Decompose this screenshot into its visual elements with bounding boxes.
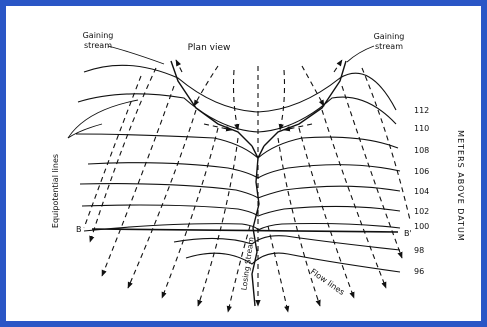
equipotential-112 [83,64,397,113]
contour-labels: 112 110 108 106 104 102 100 98 96 [414,106,429,276]
contour-label-106: 106 [414,167,429,176]
equipotential-96 [185,252,401,273]
axis-label: METERS ABOVE DATUM [456,130,465,242]
flow-line [83,75,142,229]
contour-label-96: 96 [414,267,424,276]
section-label-right: B' [404,229,412,238]
equipotential-102 [81,204,401,217]
equipotential-lines [75,64,401,273]
flow-line [197,137,239,307]
flow-line [127,109,197,289]
flow-line [298,127,355,299]
flow-line [267,225,290,313]
flow-line [321,109,387,289]
flow-line [101,85,175,277]
flow-line [161,127,219,299]
losing-stream [251,157,260,307]
contour-label-100: 100 [414,222,429,231]
flow-lines-label: Flow lines [309,267,346,297]
diagram-frame: Plan view Gaining stream Gaining stream [6,6,481,321]
gaining-stream-right-label-line2: stream [375,42,403,51]
contour-label-112: 112 [414,106,429,115]
flow-line [175,59,183,73]
flow-line [333,59,343,73]
flow-line [232,69,240,131]
section-line [91,228,399,233]
gaining-stream-left-label-line1: Gaining [83,31,114,40]
equipotential-leader [67,123,103,139]
flow-line [278,69,286,131]
contour-label-110: 110 [414,124,429,133]
flow-line [341,85,403,259]
flow-line [89,67,157,243]
flow-line [193,65,219,107]
gaining-stream-left-leader [107,45,165,65]
contour-label-108: 108 [414,146,429,155]
groundwater-flow-diagram: Plan view Gaining stream Gaining stream [51,31,465,313]
section-label-left: B [76,225,82,234]
equipotential-104 [79,183,401,199]
equipotential-108 [75,133,399,159]
flow-line [361,67,411,221]
equipotential-106 [87,162,401,179]
title-text: Plan view [188,43,231,53]
gaining-stream-right-label-line1: Gaining [374,32,405,41]
gaining-stream-right [263,60,347,147]
flow-line [283,123,313,132]
flow-line [301,65,325,107]
gaining-stream-right-leader [346,45,375,63]
contour-label-98: 98 [414,246,424,255]
equipotential-lines-label: Equipotential lines [51,154,60,228]
equipotential-98 [173,235,401,251]
contour-label-102: 102 [414,207,429,216]
gaining-stream-left-label-line2: stream [84,41,112,50]
contour-label-104: 104 [414,187,429,196]
flow-line [277,137,321,307]
equipotential-leader [67,99,139,139]
flow-lines [83,59,411,313]
flow-line [203,123,233,132]
gaining-stream-left [170,60,253,147]
